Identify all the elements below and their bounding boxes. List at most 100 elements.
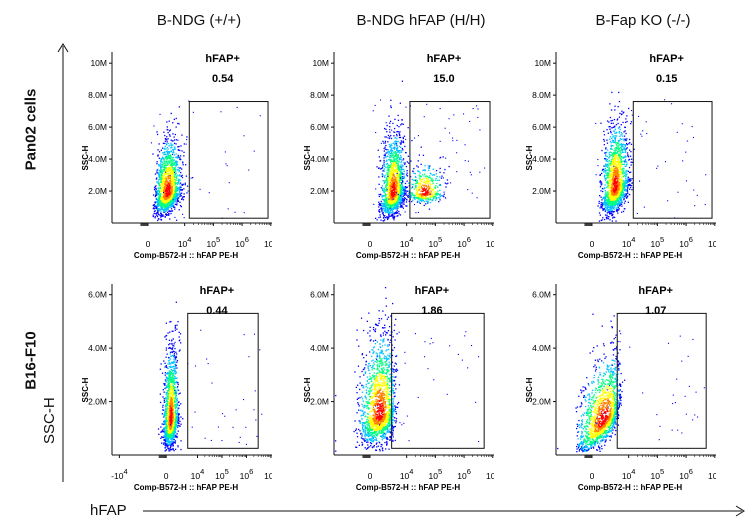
event-dot	[619, 160, 621, 163]
event-dot	[397, 194, 399, 196]
event-dot	[160, 173, 162, 175]
event-dot	[168, 151, 170, 153]
event-dot	[402, 203, 404, 205]
event-dot	[399, 167, 401, 169]
event-dot	[389, 164, 392, 166]
event-dot	[603, 130, 605, 133]
outlier-dot	[439, 140, 441, 142]
event-dot	[436, 194, 438, 196]
event-dot	[393, 148, 396, 150]
event-dot	[385, 184, 387, 186]
event-dot	[436, 198, 438, 200]
event-dot	[160, 166, 162, 168]
event-dot	[177, 183, 179, 185]
event-dot	[386, 207, 388, 209]
event-dot	[175, 164, 177, 166]
event-dot	[175, 143, 177, 145]
event-dot	[415, 196, 417, 198]
event-dots	[595, 91, 707, 222]
outlier-dot	[226, 165, 228, 167]
event-dot	[167, 203, 169, 205]
event-dot	[418, 183, 420, 185]
event-dot	[383, 199, 385, 202]
event-dot	[402, 149, 404, 151]
event-dot	[170, 185, 172, 188]
event-dot	[164, 170, 166, 172]
event-dot	[389, 185, 391, 187]
event-dot	[623, 169, 625, 172]
event-dot	[154, 185, 156, 188]
event-dot	[388, 214, 390, 216]
outlier-dot	[395, 143, 397, 145]
event-dot	[387, 211, 389, 213]
event-dot	[173, 162, 175, 165]
event-dot	[173, 168, 175, 171]
event-dot	[385, 211, 387, 213]
event-dot	[166, 204, 168, 206]
event-dot	[607, 195, 610, 197]
event-dot	[393, 179, 395, 181]
event-dot	[173, 148, 175, 151]
outlier-dot	[402, 176, 404, 178]
event-dot	[169, 206, 171, 208]
outlier-dot	[449, 132, 451, 134]
event-dot	[391, 204, 393, 206]
event-dot	[172, 172, 174, 174]
event-dot	[175, 153, 177, 155]
outlier-dot	[386, 189, 388, 191]
event-dot	[157, 199, 159, 202]
event-dot	[431, 177, 433, 180]
event-dot	[397, 164, 400, 166]
event-dot	[165, 213, 167, 215]
event-dot	[167, 184, 169, 187]
event-dot	[388, 208, 391, 210]
event-dot	[171, 166, 173, 168]
event-dot	[387, 209, 389, 211]
event-dot	[394, 206, 396, 208]
event-dot	[419, 199, 421, 201]
event-dot	[384, 181, 386, 184]
event-dot	[380, 207, 383, 209]
event-dot	[613, 180, 615, 182]
outlier-dot	[463, 113, 465, 115]
event-dot	[165, 155, 167, 157]
event-dot	[163, 180, 165, 183]
event-dot	[400, 201, 403, 203]
event-dot	[159, 210, 161, 212]
event-dot	[607, 165, 609, 167]
event-dot	[167, 156, 169, 158]
outlier-dot	[472, 108, 474, 110]
event-dot	[428, 191, 430, 193]
event-dot	[608, 157, 610, 159]
event-dot	[425, 203, 427, 205]
event-dot	[613, 169, 615, 171]
event-dot	[605, 191, 607, 193]
event-dot	[617, 203, 619, 206]
event-dot	[386, 169, 388, 171]
event-dot	[624, 126, 626, 129]
event-dot	[392, 156, 394, 159]
event-dot	[629, 149, 631, 151]
event-dot	[401, 184, 403, 186]
event-dot	[179, 157, 181, 159]
event-dot	[405, 165, 408, 168]
event-dot	[167, 182, 169, 184]
event-dot	[408, 190, 410, 192]
event-dot	[163, 152, 165, 154]
event-dot	[385, 128, 387, 130]
event-dot	[163, 186, 165, 188]
event-dot	[401, 206, 403, 208]
event-dot	[433, 187, 435, 189]
event-dot	[176, 179, 178, 181]
event-dot	[401, 119, 403, 121]
event-dot	[396, 163, 398, 165]
event-dot	[166, 164, 169, 166]
outlier-dot	[467, 189, 469, 191]
event-dot	[393, 156, 396, 158]
event-dot	[600, 202, 602, 204]
event-dot	[169, 158, 171, 160]
y-axis-side-label: SSC-H	[41, 397, 58, 444]
event-dot	[162, 188, 164, 191]
outlier-dot	[450, 182, 452, 184]
event-dot	[388, 211, 390, 213]
